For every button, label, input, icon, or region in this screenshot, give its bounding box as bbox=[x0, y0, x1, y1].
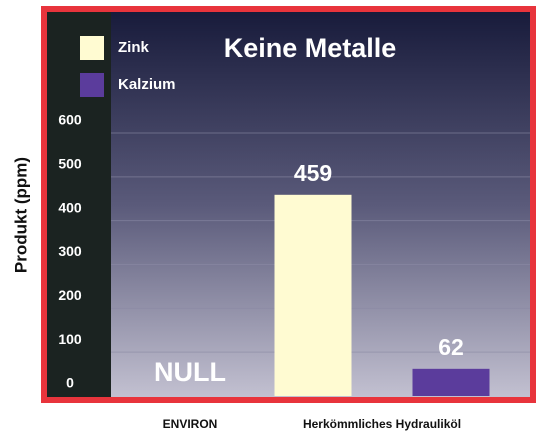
y-tick-label: 300 bbox=[58, 243, 82, 259]
x-tick-label: ENVIRON bbox=[163, 417, 218, 431]
legend-swatch bbox=[80, 73, 104, 97]
y-tick-label: 200 bbox=[58, 287, 82, 303]
y-tick-label: 0 bbox=[66, 375, 74, 391]
value-label: 62 bbox=[438, 334, 464, 360]
y-tick-label: 100 bbox=[58, 331, 82, 347]
annotation: NULL bbox=[154, 357, 226, 387]
y-tick-label: 400 bbox=[58, 199, 82, 215]
chart-title: Keine Metalle bbox=[224, 33, 397, 63]
legend-label: Zink bbox=[118, 39, 149, 56]
bar bbox=[412, 368, 490, 396]
legend-swatch bbox=[80, 36, 104, 60]
y-tick-label: 500 bbox=[58, 156, 82, 172]
bar bbox=[274, 194, 352, 396]
x-tick-label: Herkömmliches Hydrauliköl bbox=[303, 417, 461, 431]
y-tick-label: 600 bbox=[58, 112, 82, 128]
legend-label: Kalzium bbox=[118, 76, 176, 93]
y-axis-title: Produkt (ppm) bbox=[11, 157, 30, 273]
value-label: 459 bbox=[294, 160, 332, 186]
